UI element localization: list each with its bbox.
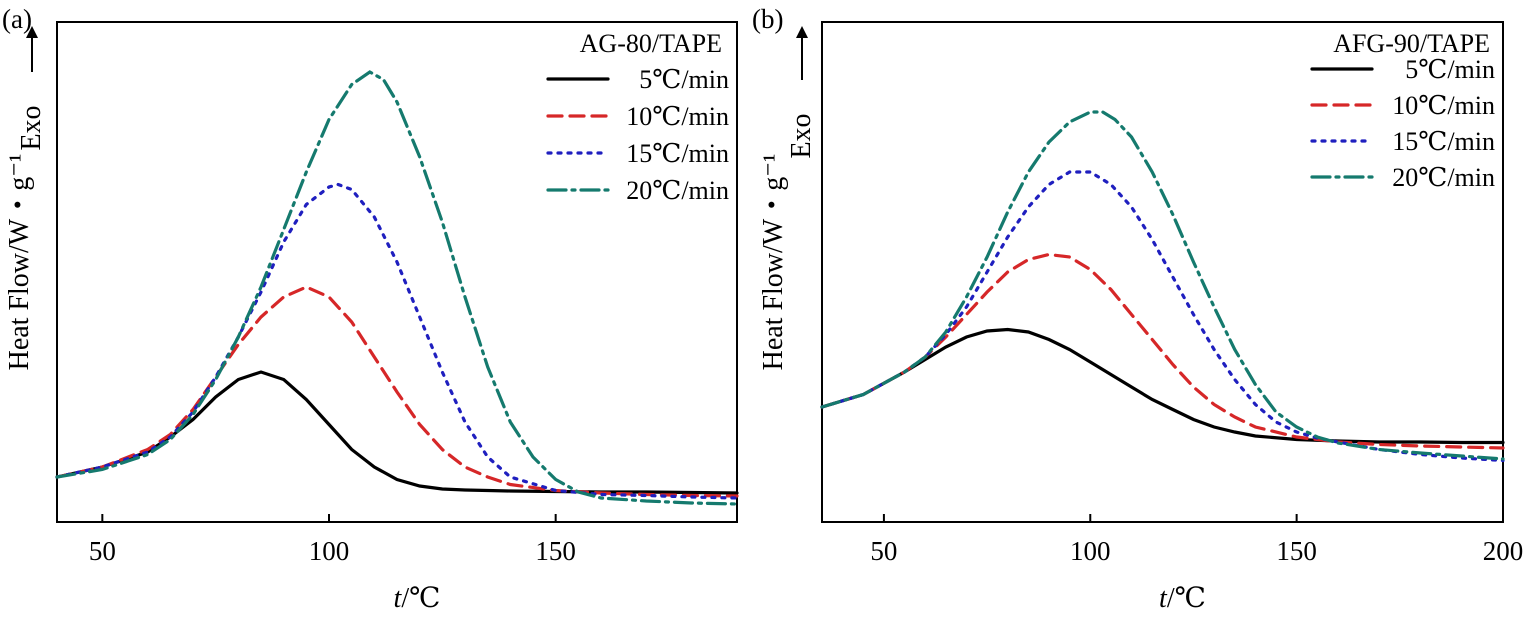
x-axis-label: t/℃ <box>394 583 441 614</box>
series-line-2 <box>55 285 739 498</box>
legend-label-2: 10℃/min <box>626 102 729 131</box>
legend-label-2: 10℃/min <box>1392 91 1495 120</box>
series-line-4 <box>820 110 1505 461</box>
legend-label-1: 5℃/min <box>1405 55 1495 84</box>
exo-arrow-head <box>796 26 808 38</box>
x-tick-label: 150 <box>1276 536 1317 566</box>
series-line-3 <box>55 182 739 500</box>
legend-label-1: 5℃/min <box>639 65 729 94</box>
x-axis-label: t/℃ <box>1159 583 1206 614</box>
y-axis-label: Heat Flow/W・g⁻¹ <box>758 154 789 371</box>
legend-label-4: 20℃/min <box>1392 163 1495 192</box>
x-tick-label: 200 <box>1483 536 1524 566</box>
series-line-4 <box>55 70 739 506</box>
panel-a: 50 100 150 t/℃ Heat Flow/W・g⁻¹ Exo (a) AG-80/TA… <box>2 4 739 614</box>
panel-label: (a) <box>2 4 32 34</box>
plot-frame <box>56 21 738 523</box>
exo-label: Exo <box>16 105 47 150</box>
series-line-2 <box>820 252 1505 450</box>
x-tick-label: 50 <box>89 536 116 566</box>
legend-label-4: 20℃/min <box>626 176 729 205</box>
x-tick-label: 100 <box>1070 536 1111 566</box>
legend-title: AG-80/TAPE <box>580 29 722 58</box>
series-line-3 <box>820 170 1505 463</box>
legend-label-3: 15℃/min <box>1392 127 1495 156</box>
exo-arrow-head <box>26 26 38 38</box>
legend-title: AFG-90/TAPE <box>1333 29 1490 58</box>
plot-frame <box>821 21 1504 523</box>
exo-label: Exo <box>786 113 817 158</box>
y-axis-label: Heat Flow/W・g⁻¹ <box>4 154 35 371</box>
x-tick-label: 100 <box>309 536 350 566</box>
series-line-1 <box>820 327 1505 445</box>
x-tick-label: 50 <box>870 536 897 566</box>
panel-label: (b) <box>752 4 783 34</box>
legend-label-3: 15℃/min <box>626 139 729 168</box>
x-tick-label: 150 <box>535 536 576 566</box>
